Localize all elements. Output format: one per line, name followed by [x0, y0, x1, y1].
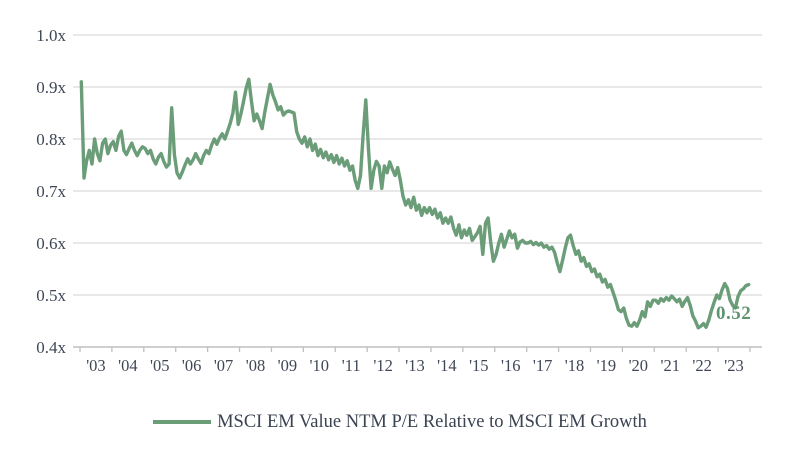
x-axis-tick-label: '06 — [182, 356, 201, 375]
x-axis-tick-label: '10 — [310, 356, 329, 375]
last-value-label: 0.52 — [716, 303, 752, 324]
chart-legend: MSCI EM Value NTM P/E Relative to MSCI E… — [0, 408, 800, 436]
x-axis-tick-label: '12 — [373, 356, 392, 375]
x-axis-tick-label: '15 — [469, 356, 488, 375]
x-axis-tick-label: '20 — [629, 356, 648, 375]
x-axis-tick-label: '19 — [597, 356, 616, 375]
x-axis-tick-label: '04 — [118, 356, 137, 375]
x-axis-tick-label: '09 — [278, 356, 297, 375]
x-axis-tick-label: '11 — [342, 356, 361, 375]
x-axis-tick-label: '18 — [565, 356, 584, 375]
y-axis-tick-label: 0.5x — [36, 286, 66, 305]
legend-series-label: MSCI EM Value NTM P/E Relative to MSCI E… — [217, 411, 647, 432]
legend-line-swatch — [153, 419, 212, 425]
y-axis-tick-label: 0.4x — [36, 338, 66, 357]
x-axis-tick-label: '07 — [214, 356, 233, 375]
y-axis-tick-label: 1.0x — [36, 26, 66, 45]
x-axis-tick-label: '23 — [724, 356, 743, 375]
y-axis-tick-label: 0.8x — [36, 130, 66, 149]
y-axis-tick-label: 0.7x — [36, 182, 66, 201]
x-axis-tick-label: '08 — [246, 356, 265, 375]
x-axis-tick-label: '03 — [86, 356, 105, 375]
y-axis-tick-label: 0.6x — [36, 234, 66, 253]
x-axis-tick-label: '17 — [533, 356, 552, 375]
x-axis-tick-label: '16 — [501, 356, 520, 375]
x-axis-tick-label: '14 — [437, 356, 456, 375]
series-line — [79, 77, 751, 330]
y-axis-tick-label: 0.9x — [36, 78, 66, 97]
x-axis-tick-label: '05 — [150, 356, 169, 375]
x-axis-tick-label: '22 — [692, 356, 711, 375]
x-axis-tick-label: '21 — [660, 356, 679, 375]
x-axis-tick-label: '13 — [405, 356, 424, 375]
